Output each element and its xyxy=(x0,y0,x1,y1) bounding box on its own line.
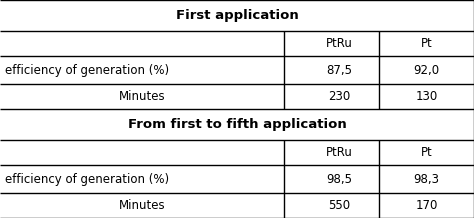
Text: 98,5: 98,5 xyxy=(326,173,352,186)
Text: PtRu: PtRu xyxy=(326,146,352,159)
Text: 98,3: 98,3 xyxy=(414,173,439,186)
Text: Minutes: Minutes xyxy=(119,90,165,103)
Text: efficiency of generation (%): efficiency of generation (%) xyxy=(5,173,169,186)
Text: Pt: Pt xyxy=(421,146,432,159)
Text: Pt: Pt xyxy=(421,37,432,50)
Text: 92,0: 92,0 xyxy=(413,64,440,77)
Text: From first to fifth application: From first to fifth application xyxy=(128,118,346,131)
Text: PtRu: PtRu xyxy=(326,37,352,50)
Text: First application: First application xyxy=(176,9,298,22)
Text: 230: 230 xyxy=(328,90,350,103)
Text: 87,5: 87,5 xyxy=(326,64,352,77)
Text: efficiency of generation (%): efficiency of generation (%) xyxy=(5,64,169,77)
Text: 130: 130 xyxy=(416,90,438,103)
Text: 550: 550 xyxy=(328,199,350,212)
Text: 170: 170 xyxy=(415,199,438,212)
Text: Minutes: Minutes xyxy=(119,199,165,212)
